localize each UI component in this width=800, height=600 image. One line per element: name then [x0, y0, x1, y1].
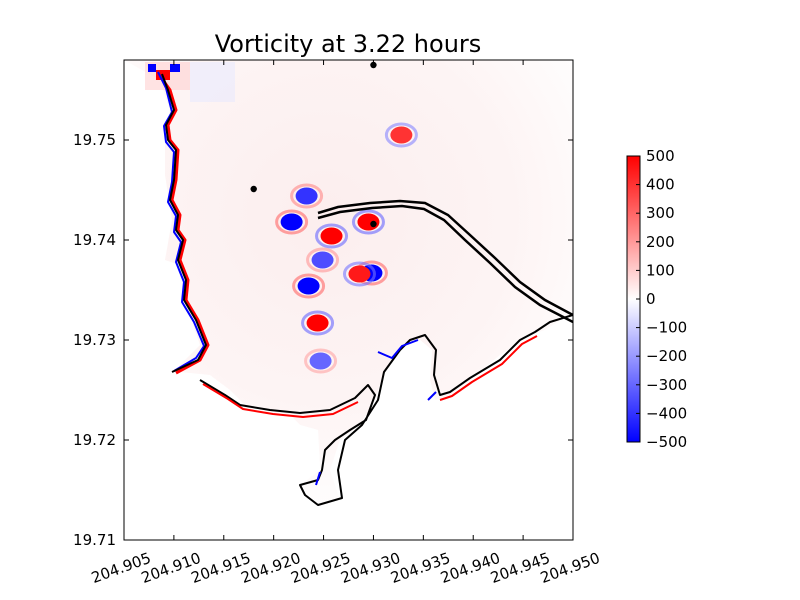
gauge-marker: [370, 220, 377, 228]
eddy-core: [306, 314, 329, 332]
eddy-ring: [301, 310, 335, 336]
eddy-core: [295, 187, 318, 205]
eddy-ring: [315, 223, 349, 249]
colorbar-tick-label: −300: [646, 376, 687, 394]
y-tick-label: 19.75: [73, 131, 116, 149]
axes-frame: [123, 59, 574, 541]
plot-area: [124, 60, 573, 540]
y-axis: 19.71 19.72 19.73 19.74 19.75: [73, 131, 573, 549]
y-tick-label: 19.73: [73, 331, 116, 349]
colorbar-tick-label: 0: [646, 290, 656, 308]
colorbar-tick-label: 200: [646, 233, 675, 251]
coastline-layer: [157, 71, 573, 506]
eddy-ring: [351, 209, 385, 235]
colorbar-ticks: 500 400 300 200 100 0 −100 −200 −300 −400 −500: [636, 147, 687, 451]
eddy-core: [320, 227, 343, 245]
eddy-ring: [275, 209, 309, 235]
coastline: [161, 73, 573, 506]
eddy-core: [309, 352, 332, 370]
eddy-core: [390, 126, 413, 144]
eddy-ring: [342, 261, 376, 287]
eddy-core: [297, 277, 320, 295]
colorbar-tick-label: −400: [646, 404, 687, 422]
breakwater: [317, 199, 573, 324]
colorbar-tick-label: 100: [646, 261, 675, 279]
breakwater-outer: [317, 199, 573, 317]
eddy-ring: [384, 122, 418, 148]
land-mass: [124, 320, 573, 540]
colorbar-tick-label: −100: [646, 319, 687, 337]
gauge-marker: [250, 185, 257, 193]
pixel-patch: [190, 62, 235, 102]
y-tick-label: 19.72: [73, 431, 116, 449]
y-tick-label: 19.74: [73, 231, 116, 249]
coastline-blue-fringe: [157, 71, 205, 372]
coastline-red-fringe: [202, 335, 538, 418]
eddy-core: [357, 213, 380, 231]
eddy-ring: [290, 183, 324, 209]
pixel-patch: [148, 64, 156, 72]
chart-title: Vorticity at 3.22 hours: [215, 30, 482, 58]
pixel-patch: [170, 64, 180, 72]
colorbar-tick-label: −500: [646, 433, 687, 451]
eddy-core: [280, 213, 303, 231]
y-tick-label: 19.71: [73, 531, 116, 549]
coastline-red-fringe: [158, 75, 210, 375]
colorbar-tick-label: 500: [646, 147, 675, 165]
marker-layer: [250, 61, 377, 228]
eddy-layer: [275, 122, 418, 374]
eddy-ring: [292, 273, 326, 299]
colorbar-tick-label: 400: [646, 176, 675, 194]
breakwater-inner: [317, 204, 573, 324]
eddy-core: [311, 251, 334, 269]
eddy-ring: [304, 348, 338, 374]
colorbar-tick-label: −200: [646, 347, 687, 365]
eddy-core: [348, 265, 371, 283]
colorbar-tick-label: 300: [646, 204, 675, 222]
eddy-ring: [306, 247, 340, 273]
coastline-blue-fringe: [315, 339, 437, 486]
